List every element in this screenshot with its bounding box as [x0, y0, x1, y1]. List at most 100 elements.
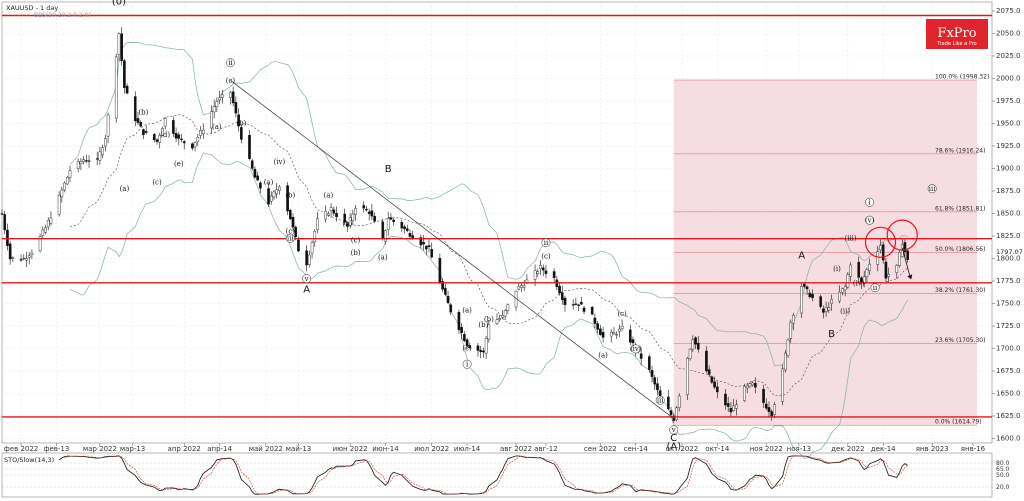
wave-label: v	[304, 275, 309, 283]
stoch-tick-label: 65.0	[996, 466, 1010, 473]
wave-label: v	[671, 426, 676, 434]
x-axis: фев 2022 фев-13 мар 2022 мар-13 апр 2022 апр-…	[4, 443, 986, 453]
wave-label: (ii)	[840, 307, 850, 315]
candle-body	[335, 213, 338, 218]
candle-body	[599, 328, 602, 335]
candle-body	[484, 338, 488, 354]
x-tick-label: мар 2022	[83, 445, 117, 453]
candle-body	[125, 85, 129, 94]
highlight-circle	[864, 226, 897, 258]
candle-body	[751, 382, 754, 386]
wave-label: (c)	[152, 179, 162, 187]
wave-label: (iv)	[853, 280, 865, 288]
candle-body	[648, 356, 651, 370]
wave-label: (c)	[226, 77, 236, 85]
candle-body	[389, 217, 393, 220]
candle-body	[79, 161, 83, 165]
fib-label: 100.0% (1998.32)	[935, 74, 989, 81]
candle-body	[675, 407, 678, 420]
candle-body	[403, 226, 406, 230]
candle-body	[482, 350, 485, 353]
candle-body	[422, 241, 425, 245]
candle-body	[754, 383, 757, 388]
candle-body	[544, 270, 548, 274]
candle-body	[253, 169, 257, 178]
wave-label: (i)	[833, 265, 841, 273]
candle-body	[906, 250, 909, 261]
y-tick-label: 1725.0	[996, 322, 1021, 330]
candle-body	[27, 255, 31, 258]
wave-label: (e)	[174, 160, 184, 168]
candle-body	[811, 294, 814, 298]
candle-body	[539, 265, 542, 269]
candle-body	[3, 214, 7, 231]
candle-body	[250, 160, 254, 169]
y-tick-label: 1875.0	[996, 187, 1021, 195]
wave-label-circle	[631, 344, 641, 354]
candle-body	[762, 388, 765, 403]
candle-body	[120, 33, 123, 61]
candle-body	[612, 332, 616, 335]
candle-body	[444, 288, 447, 295]
candle-body	[19, 259, 23, 261]
candle-body	[710, 376, 714, 383]
candle-body	[161, 128, 164, 136]
candle-body	[248, 135, 251, 159]
candle-body	[201, 129, 205, 135]
candle-body	[199, 130, 202, 136]
candle-body	[269, 195, 273, 202]
x-tick-label: янв-16	[961, 445, 986, 453]
candle-body	[275, 189, 278, 195]
candle-body	[732, 405, 735, 411]
x-tick-label: дек-14	[871, 445, 896, 453]
candle-body	[212, 106, 216, 113]
candle-body	[30, 252, 34, 256]
stoch-tick-label: 20.0	[996, 484, 1010, 491]
candle-body	[329, 207, 333, 211]
candle-body	[424, 245, 428, 250]
x-tick-label: мар-13	[120, 445, 145, 453]
candle-body	[400, 222, 404, 229]
candle-body	[218, 97, 221, 101]
candle-body	[25, 258, 28, 261]
candle-body	[903, 242, 907, 253]
candle-body	[596, 323, 599, 330]
candle-body	[370, 210, 374, 217]
candle-body	[748, 383, 752, 387]
wave-label: (A)	[666, 441, 681, 452]
x-tick-label: ноя-13	[787, 445, 812, 453]
wave-label: (d)	[160, 131, 170, 139]
wave-label: (c)	[462, 344, 472, 352]
candle-body	[536, 271, 540, 275]
wave-label: iii	[929, 185, 936, 193]
candle-body	[231, 91, 235, 104]
candle-body	[501, 315, 504, 318]
candle-body	[789, 321, 793, 339]
candle-body	[392, 219, 395, 223]
candle-body	[46, 220, 50, 228]
wave-label: ii	[873, 284, 878, 292]
x-tick-label: авг-12	[534, 445, 558, 453]
y-tick-label: 2075.0	[996, 7, 1021, 15]
wave-label: (0)	[112, 0, 126, 8]
candle-body	[367, 211, 371, 214]
x-tick-label: апр-14	[207, 445, 232, 453]
candle-body	[876, 251, 880, 265]
wave-label: ii	[228, 59, 233, 67]
key-levels	[2, 14, 992, 418]
candle-body	[694, 337, 697, 345]
lower-band	[69, 152, 909, 459]
y-tick-label: 1900.0	[996, 165, 1021, 173]
candle-body	[653, 377, 657, 385]
candle-body	[560, 292, 564, 301]
candle-body	[650, 370, 654, 377]
forecast-arrow	[901, 247, 911, 278]
candle-body	[305, 250, 308, 266]
candle-body	[256, 175, 259, 181]
fib-label: 61.8% (1851.81)	[935, 205, 985, 212]
candle-body	[705, 350, 708, 372]
candle-body	[348, 217, 352, 226]
candle-body	[781, 368, 784, 402]
y-tick-label: 1850.0	[996, 210, 1021, 218]
candle-body	[272, 191, 276, 198]
